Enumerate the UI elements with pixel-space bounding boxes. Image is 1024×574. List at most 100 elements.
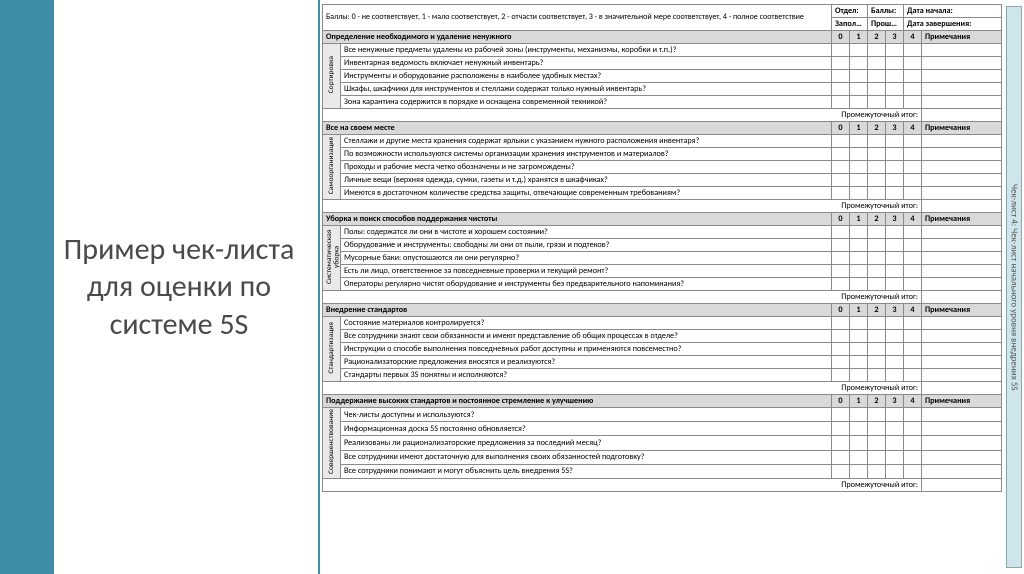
score-cell[interactable] bbox=[903, 450, 921, 464]
score-cell[interactable] bbox=[831, 343, 849, 356]
score-cell[interactable] bbox=[849, 369, 867, 382]
score-cell[interactable] bbox=[885, 187, 903, 200]
score-cell[interactable] bbox=[885, 436, 903, 450]
score-cell[interactable] bbox=[831, 148, 849, 161]
score-cell[interactable] bbox=[867, 44, 885, 57]
subtotal-value[interactable] bbox=[921, 291, 1001, 304]
score-cell[interactable] bbox=[885, 464, 903, 478]
score-cell[interactable] bbox=[831, 450, 849, 464]
score-cell[interactable] bbox=[849, 174, 867, 187]
score-cell[interactable] bbox=[849, 450, 867, 464]
score-cell[interactable] bbox=[867, 83, 885, 96]
score-cell[interactable] bbox=[831, 83, 849, 96]
score-cell[interactable] bbox=[867, 96, 885, 109]
score-cell[interactable] bbox=[831, 161, 849, 174]
score-cell[interactable] bbox=[867, 408, 885, 422]
score-cell[interactable] bbox=[885, 174, 903, 187]
score-cell[interactable] bbox=[849, 135, 867, 148]
score-cell[interactable] bbox=[903, 174, 921, 187]
score-cell[interactable] bbox=[903, 356, 921, 369]
score-cell[interactable] bbox=[903, 96, 921, 109]
notes-cell[interactable] bbox=[921, 343, 1001, 356]
score-cell[interactable] bbox=[831, 174, 849, 187]
score-cell[interactable] bbox=[903, 252, 921, 265]
score-cell[interactable] bbox=[903, 44, 921, 57]
score-cell[interactable] bbox=[903, 369, 921, 382]
score-cell[interactable] bbox=[885, 252, 903, 265]
score-cell[interactable] bbox=[831, 265, 849, 278]
score-cell[interactable] bbox=[849, 70, 867, 83]
score-cell[interactable] bbox=[831, 135, 849, 148]
score-cell[interactable] bbox=[867, 436, 885, 450]
score-cell[interactable] bbox=[831, 96, 849, 109]
score-cell[interactable] bbox=[867, 148, 885, 161]
score-cell[interactable] bbox=[831, 187, 849, 200]
score-cell[interactable] bbox=[849, 83, 867, 96]
score-cell[interactable] bbox=[867, 422, 885, 436]
score-cell[interactable] bbox=[867, 135, 885, 148]
score-cell[interactable] bbox=[903, 226, 921, 239]
score-cell[interactable] bbox=[867, 317, 885, 330]
score-cell[interactable] bbox=[867, 265, 885, 278]
score-cell[interactable] bbox=[885, 239, 903, 252]
score-cell[interactable] bbox=[903, 317, 921, 330]
notes-cell[interactable] bbox=[921, 464, 1001, 478]
subtotal-value[interactable] bbox=[921, 200, 1001, 213]
score-cell[interactable] bbox=[831, 252, 849, 265]
score-cell[interactable] bbox=[831, 422, 849, 436]
score-cell[interactable] bbox=[849, 343, 867, 356]
score-cell[interactable] bbox=[831, 44, 849, 57]
score-cell[interactable] bbox=[831, 356, 849, 369]
score-cell[interactable] bbox=[849, 356, 867, 369]
score-cell[interactable] bbox=[831, 436, 849, 450]
score-cell[interactable] bbox=[903, 408, 921, 422]
notes-cell[interactable] bbox=[921, 57, 1001, 70]
score-cell[interactable] bbox=[849, 330, 867, 343]
notes-cell[interactable] bbox=[921, 265, 1001, 278]
score-cell[interactable] bbox=[867, 226, 885, 239]
notes-cell[interactable] bbox=[921, 252, 1001, 265]
notes-cell[interactable] bbox=[921, 187, 1001, 200]
notes-cell[interactable] bbox=[921, 317, 1001, 330]
notes-cell[interactable] bbox=[921, 83, 1001, 96]
score-cell[interactable] bbox=[903, 343, 921, 356]
score-cell[interactable] bbox=[903, 330, 921, 343]
score-cell[interactable] bbox=[867, 343, 885, 356]
score-cell[interactable] bbox=[867, 239, 885, 252]
score-cell[interactable] bbox=[831, 226, 849, 239]
notes-cell[interactable] bbox=[921, 70, 1001, 83]
notes-cell[interactable] bbox=[921, 44, 1001, 57]
score-cell[interactable] bbox=[849, 252, 867, 265]
score-cell[interactable] bbox=[903, 83, 921, 96]
score-cell[interactable] bbox=[849, 239, 867, 252]
notes-cell[interactable] bbox=[921, 369, 1001, 382]
score-cell[interactable] bbox=[867, 450, 885, 464]
score-cell[interactable] bbox=[867, 369, 885, 382]
notes-cell[interactable] bbox=[921, 174, 1001, 187]
score-cell[interactable] bbox=[885, 148, 903, 161]
notes-cell[interactable] bbox=[921, 148, 1001, 161]
score-cell[interactable] bbox=[849, 57, 867, 70]
notes-cell[interactable] bbox=[921, 450, 1001, 464]
score-cell[interactable] bbox=[903, 187, 921, 200]
subtotal-value[interactable] bbox=[921, 479, 1001, 492]
notes-cell[interactable] bbox=[921, 239, 1001, 252]
score-cell[interactable] bbox=[831, 278, 849, 291]
score-cell[interactable] bbox=[867, 70, 885, 83]
score-cell[interactable] bbox=[903, 464, 921, 478]
score-cell[interactable] bbox=[885, 96, 903, 109]
score-cell[interactable] bbox=[849, 226, 867, 239]
notes-cell[interactable] bbox=[921, 96, 1001, 109]
score-cell[interactable] bbox=[831, 369, 849, 382]
score-cell[interactable] bbox=[903, 135, 921, 148]
score-cell[interactable] bbox=[849, 436, 867, 450]
score-cell[interactable] bbox=[885, 422, 903, 436]
score-cell[interactable] bbox=[849, 422, 867, 436]
score-cell[interactable] bbox=[849, 464, 867, 478]
notes-cell[interactable] bbox=[921, 278, 1001, 291]
score-cell[interactable] bbox=[867, 278, 885, 291]
score-cell[interactable] bbox=[831, 408, 849, 422]
notes-cell[interactable] bbox=[921, 161, 1001, 174]
score-cell[interactable] bbox=[849, 265, 867, 278]
score-cell[interactable] bbox=[903, 422, 921, 436]
